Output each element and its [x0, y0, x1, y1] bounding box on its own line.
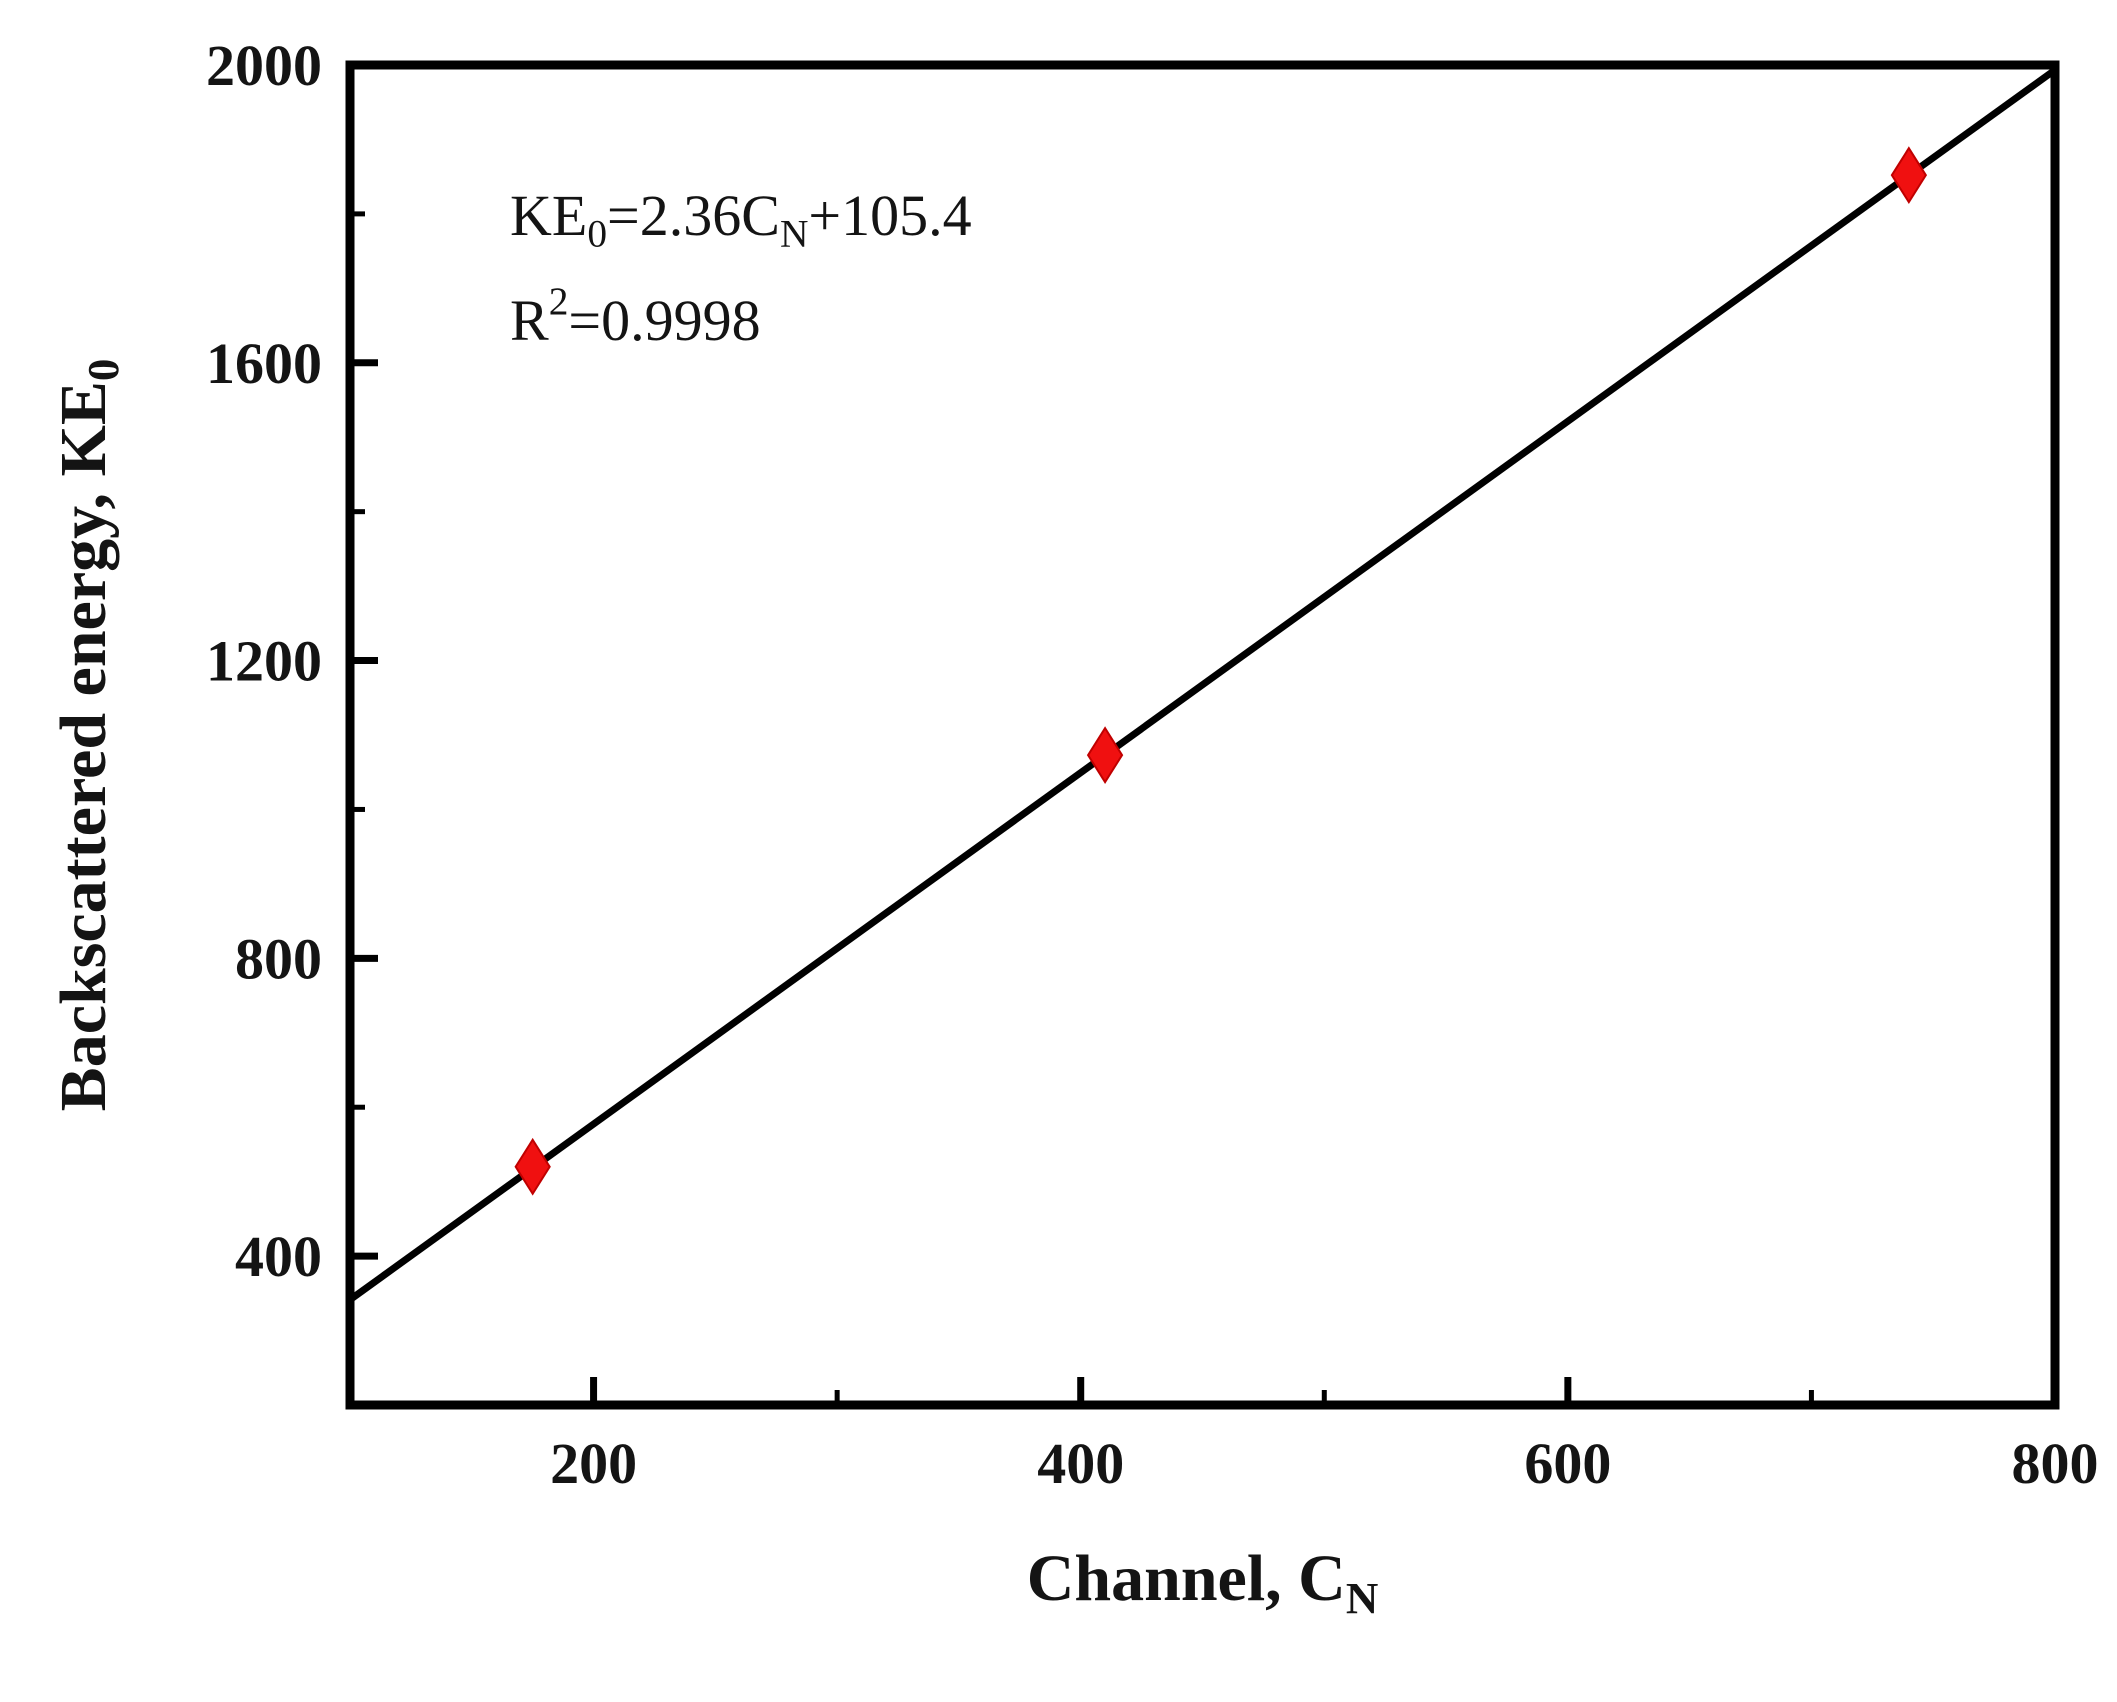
x-axis-title: Channel, CN [1027, 1542, 1379, 1623]
data-point [514, 1137, 551, 1196]
y-tick-label: 1200 [206, 629, 322, 694]
y-tick-label: 1600 [206, 331, 322, 396]
fit-line [347, 67, 2058, 1303]
x-tick-label: 400 [1037, 1431, 1124, 1496]
annotation-equation: KE0=2.36CN+105.4 [510, 183, 972, 256]
data-point [1086, 726, 1124, 784]
y-tick-label: 400 [235, 1224, 322, 1289]
data-point [1890, 146, 1928, 205]
x-tick-label: 600 [1524, 1431, 1611, 1496]
x-tick-label: 200 [550, 1431, 637, 1496]
y-tick-label: 800 [235, 926, 322, 991]
plot-frame [345, 60, 2060, 1410]
y-axis-title: Backscattered energy, KE0 [47, 359, 128, 1112]
y-tick-label: 2000 [206, 33, 322, 98]
x-tick-label: 800 [2012, 1431, 2099, 1496]
annotation-r-squared: R2=0.9998 [510, 279, 761, 353]
